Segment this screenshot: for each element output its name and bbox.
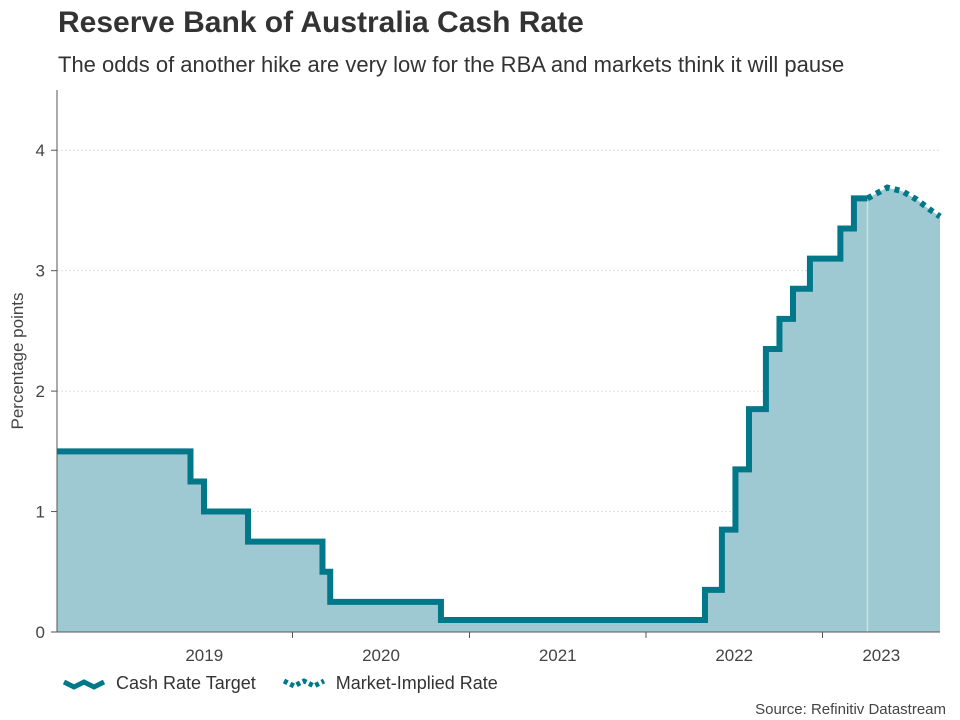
source-note: Source: Refinitiv Datastream (755, 701, 946, 718)
x-tick-label: 2023 (862, 646, 900, 665)
axes (56, 90, 940, 633)
x-tick-label: 2019 (185, 646, 223, 665)
legend-label-cash-rate: Cash Rate Target (116, 672, 256, 693)
legend-item-cash-rate: Cash Rate Target (62, 673, 256, 694)
x-tick-label: 2020 (362, 646, 400, 665)
legend-label-market-implied: Market-Implied Rate (335, 672, 498, 693)
cash-rate-target-line (57, 195, 868, 623)
market-implied-rate-line (866, 184, 942, 219)
y-axis-label: Percentage points (8, 292, 27, 429)
x-tick-label: 2022 (715, 646, 753, 665)
legend-item-market-implied: Market-Implied Rate (282, 673, 498, 694)
x-tick-label: 2021 (539, 646, 577, 665)
y-tick-label: 4 (36, 141, 45, 160)
y-tick-label: 2 (36, 382, 45, 401)
market-implied-area (57, 187, 940, 632)
x-axis-ticks: 2019 2020 2021 2022 2023 (185, 632, 900, 665)
gridlines (57, 149, 940, 513)
solid-line-icon (62, 679, 106, 690)
dotted-line-icon (282, 678, 325, 689)
y-tick-label: 3 (36, 262, 45, 281)
y-tick-label: 0 (36, 623, 45, 642)
chart-subtitle: The odds of another hike are very low fo… (58, 52, 845, 77)
chart-title: Reserve Bank of Australia Cash Rate (58, 6, 584, 39)
y-tick-label: 1 (36, 503, 45, 522)
y-axis-ticks: 0 1 2 3 4 (36, 141, 57, 642)
legend: Cash Rate Target Market-Implied Rate (62, 672, 524, 694)
